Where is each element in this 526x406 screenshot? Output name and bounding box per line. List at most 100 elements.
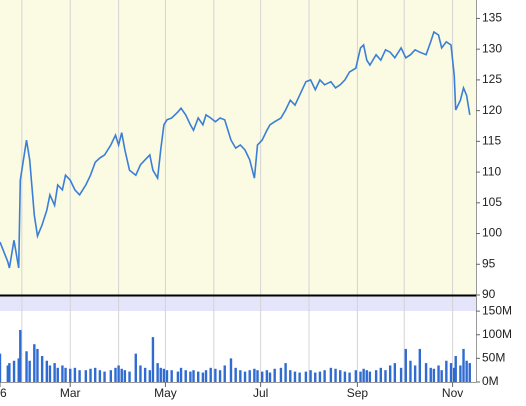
volume-bar xyxy=(0,353,2,382)
volume-bar xyxy=(89,368,92,382)
volume-bar xyxy=(454,356,457,382)
volume-bar xyxy=(123,370,127,382)
volume-bar xyxy=(368,371,372,382)
volume-bar xyxy=(17,358,20,382)
volume-bar xyxy=(323,370,326,382)
y-tick-label: 50M xyxy=(482,351,505,365)
volume-bar xyxy=(159,367,162,382)
volume-bar xyxy=(334,368,337,382)
volume-bar xyxy=(151,337,155,382)
volume-bar xyxy=(209,367,212,382)
volume-bar xyxy=(418,348,422,382)
volume-bar xyxy=(156,363,159,382)
volume-bar xyxy=(234,367,237,382)
volume-bar xyxy=(33,344,36,382)
volume-bar xyxy=(229,358,233,382)
volume-bar xyxy=(388,365,392,382)
volume-bar xyxy=(19,330,22,382)
volume-bar xyxy=(318,371,322,382)
y-tick-label: 150M xyxy=(482,303,512,317)
volume-bar xyxy=(148,370,152,382)
volume-bar xyxy=(440,370,443,382)
volume-bar xyxy=(134,353,137,382)
y-tick-label: 100M xyxy=(482,327,512,341)
y-tick-label: 110 xyxy=(482,164,501,178)
volume-bar xyxy=(265,370,269,382)
volume-bar xyxy=(73,367,77,382)
volume-bar xyxy=(365,370,368,382)
volume-bar xyxy=(114,367,117,382)
price-line xyxy=(0,30,471,269)
volume-bar xyxy=(409,360,412,382)
volume-bar xyxy=(143,367,147,382)
volume-bar xyxy=(424,363,428,382)
y-tick-label: 100 xyxy=(482,226,502,240)
volume-bar xyxy=(103,371,106,382)
volume-bar xyxy=(28,360,31,382)
volume-bar xyxy=(462,348,465,382)
x-tick-label: Nov xyxy=(442,386,463,400)
volume-bar xyxy=(170,370,173,382)
volume-bar xyxy=(139,365,142,382)
volume-bar xyxy=(339,370,342,382)
volume-bar xyxy=(379,367,382,382)
volume-bar xyxy=(98,370,102,382)
volume-bar xyxy=(279,367,283,382)
volume-bar xyxy=(449,363,453,382)
volume-bar xyxy=(374,370,378,382)
volume-bar xyxy=(128,371,131,382)
volume-bar xyxy=(452,367,456,382)
volume-bar xyxy=(204,370,208,382)
x-tick-label: 6 xyxy=(0,386,7,400)
volume-bar xyxy=(359,371,362,382)
volume-bar xyxy=(248,370,251,382)
volume-bar xyxy=(117,365,120,382)
volume-bar xyxy=(437,365,440,382)
volume-bar xyxy=(189,371,192,382)
volume-bar xyxy=(253,368,256,382)
volume-bar xyxy=(384,370,387,382)
volume-bar xyxy=(284,363,287,382)
volume-bar xyxy=(78,370,81,382)
y-tick-label: 95 xyxy=(482,256,496,270)
volume-bar xyxy=(197,371,200,382)
volume-bar xyxy=(48,365,52,382)
volume-bar xyxy=(298,372,301,382)
volume-bar xyxy=(120,368,123,382)
volume-bar xyxy=(404,348,407,382)
y-tick-label: 130 xyxy=(482,41,502,55)
volume-bar xyxy=(393,363,397,382)
volume-bar xyxy=(36,348,39,382)
x-tick-label: Jul xyxy=(253,386,268,400)
volume-bar xyxy=(343,371,347,382)
volume-bar xyxy=(413,365,417,382)
volume-bar xyxy=(56,367,59,382)
volume-bar xyxy=(293,371,297,382)
y-tick-label: 120 xyxy=(482,103,502,117)
volume-bar xyxy=(176,371,180,382)
volume-bar xyxy=(12,360,16,382)
volume-bar xyxy=(445,360,448,382)
volume-bar xyxy=(304,371,308,382)
volume-bar xyxy=(109,370,113,382)
volume-bar xyxy=(354,370,358,382)
y-tick-label: 125 xyxy=(482,72,502,86)
volume-bar xyxy=(348,372,351,382)
volume-bar xyxy=(64,367,67,382)
volume-bar xyxy=(179,367,183,382)
volume-bar xyxy=(25,351,28,382)
volume-bar xyxy=(218,370,222,382)
volume-bar xyxy=(468,363,471,382)
volume-bar xyxy=(429,367,432,382)
volume-bar xyxy=(256,370,259,382)
volume-bar xyxy=(214,368,217,382)
volume-bar xyxy=(94,367,97,382)
volume-bar xyxy=(465,360,468,382)
volume-bar xyxy=(399,367,403,382)
volume-bar xyxy=(84,370,88,382)
volume-bar xyxy=(239,370,242,382)
y-tick-label: 105 xyxy=(482,195,502,209)
volume-bar xyxy=(8,363,11,382)
